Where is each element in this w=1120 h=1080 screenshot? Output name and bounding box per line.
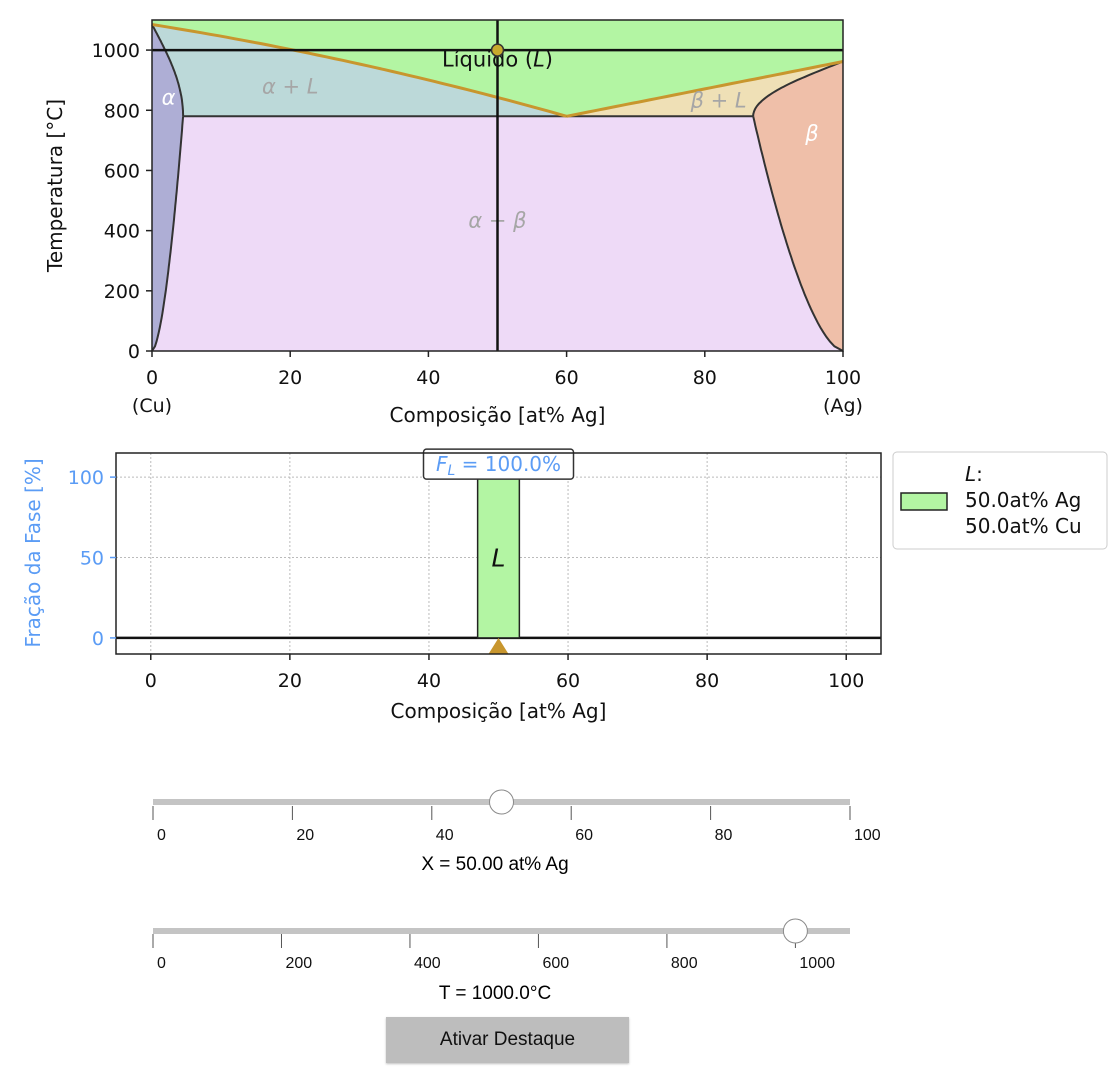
slider-tick-label: 20 (296, 827, 314, 840)
legend: L: 50.0at% Ag 50.0at% Cu (892, 451, 1108, 550)
activate-highlight-button[interactable]: Ativar Destaque (386, 1017, 629, 1063)
slider-tick-label: 200 (285, 955, 312, 968)
y-axis-ticks: 0 50 100 (68, 467, 116, 650)
composition-readout: X = 50.00 at% Ag (421, 854, 569, 875)
alpha-plus-liquid-label: α + L (262, 75, 319, 99)
phase-fraction-frame (115, 452, 882, 655)
y-tick-label: 50 (80, 548, 104, 570)
y-tick-label: 100 (68, 467, 104, 489)
liquid-label-italic: L (533, 48, 545, 72)
temperature-slider[interactable]: 0 200 400 600 800 1000 T = 1000.0°C (150, 908, 890, 1004)
slider-tick-label: 100 (854, 827, 881, 840)
y-tick-label: 600 (104, 160, 140, 182)
x-axis-ticks: 0 20 40 60 80 100 (145, 654, 864, 692)
y-tick-label: 0 (128, 341, 140, 363)
liquid-region-label: Líquido (L) (442, 48, 553, 72)
liquid-bar-label: L (492, 544, 506, 573)
legend-title-colon: : (976, 462, 983, 486)
x-axis-label: Composição [at% Ag] (391, 699, 607, 723)
y-axis-label: Temperatura [°C] (43, 99, 67, 273)
legend-title-phase: L (965, 462, 976, 486)
alpha-region-label: α (162, 85, 176, 109)
liquid-fraction-bar (476, 476, 521, 639)
fraction-annotation: FL = 100.0% (436, 452, 561, 479)
region-beta (753, 61, 843, 351)
slider-tick-label: 0 (157, 827, 166, 840)
solvus-line-beta (752, 116, 844, 352)
x-tick-sublabel: (Cu) (132, 395, 172, 417)
slider-tick-label: 400 (414, 955, 441, 968)
phase-diagram-chart: Líquido (L) α + L β + L α β α + β 0(Cu)2… (43, 19, 863, 427)
x-tick-label: 0 (145, 670, 157, 692)
x-tick-label: 100 (825, 367, 861, 389)
x-tick-label: 60 (555, 367, 579, 389)
slider-tick-label: 1000 (799, 955, 835, 968)
solidus-line-alpha (151, 24, 185, 117)
slider-tick-label: 40 (436, 827, 454, 840)
slider-handle[interactable] (489, 789, 514, 815)
temperature-slider-track-area: 0 200 400 600 800 1000 (152, 918, 850, 968)
x-axis-ticks: 0 (Cu) 20 40 60 80 100 (Ag) (132, 351, 863, 417)
slider-ticks: 0 200 400 600 800 1000 (152, 934, 835, 968)
y-tick-label: 200 (104, 281, 140, 303)
composition-slider-track-area: 0 20 40 60 80 100 (152, 789, 881, 840)
slider-tick-label: 800 (671, 955, 698, 968)
state-point-marker (490, 43, 505, 57)
x-tick-label: 0 (146, 367, 158, 389)
x-tick-label: 60 (556, 670, 580, 692)
legend-line-cu: 50.0at% Cu (965, 514, 1082, 538)
y-axis-ticks: 0 200 400 600 800 1000 (92, 40, 152, 363)
annotation-value: = 100.0% (455, 452, 561, 476)
y-tick-label: 800 (104, 100, 140, 122)
y-tick-label: 1000 (92, 40, 140, 62)
composition-slider[interactable]: 0 20 40 60 80 100 X = 50.00 at% Ag (150, 780, 890, 875)
x-tick-sublabel: (Ag) (823, 395, 863, 417)
y-tick-label: 0 (92, 628, 104, 650)
slider-tick-label: 80 (715, 827, 733, 840)
x-tick-label: 80 (693, 367, 717, 389)
solidus-line-beta (752, 60, 844, 117)
annotation-prefix: F (436, 452, 448, 476)
region-alpha (152, 24, 184, 351)
x-tick-label: 40 (417, 670, 441, 692)
beta-plus-liquid-label: β + L (690, 88, 747, 112)
slider-ticks: 0 20 40 60 80 100 (152, 806, 881, 840)
temperature-readout: T = 1000.0°C (438, 983, 552, 1004)
y-axis-label: Fração da Fase [%] (21, 458, 45, 647)
x-tick-label: 80 (695, 670, 719, 692)
fraction-annotation-box (422, 448, 575, 480)
phase-diagram-frame (151, 19, 844, 352)
region-alpha-plus-liquid (152, 24, 567, 117)
slider-handle[interactable] (782, 918, 808, 944)
x-tick-label: 100 (828, 670, 864, 692)
legend-box (892, 451, 1108, 550)
liquid-label-tail: ) (545, 48, 553, 72)
liquid-label-text: Líquido ( (442, 48, 533, 72)
slider-tick-label: 0 (157, 955, 166, 968)
y-tick-label: 400 (104, 221, 140, 243)
slider-tick-label: 60 (575, 827, 593, 840)
x-tick-label: 40 (416, 367, 440, 389)
legend-title: L: (965, 462, 983, 486)
x-axis-label: Composição [at% Ag] (390, 403, 606, 427)
composition-marker-triangle (488, 638, 509, 654)
liquidus-line-right (566, 60, 844, 118)
annotation-subscript: L (447, 463, 455, 479)
slider-tick-label: 600 (542, 955, 569, 968)
x-tick-label: 20 (278, 367, 302, 389)
legend-line-ag: 50.0at% Ag (965, 488, 1081, 512)
beta-region-label: β (804, 121, 818, 145)
x-tick-label: 20 (278, 670, 302, 692)
legend-swatch-liquid (900, 492, 948, 511)
solvus-line-alpha (151, 116, 185, 352)
